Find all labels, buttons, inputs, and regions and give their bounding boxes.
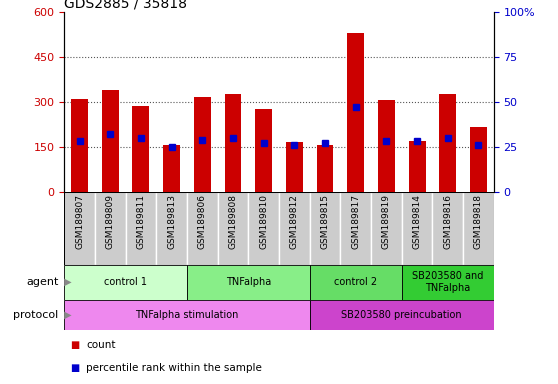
Bar: [316, 146, 334, 192]
Bar: [163, 146, 180, 192]
Bar: [255, 109, 272, 192]
Text: control 1: control 1: [104, 277, 147, 287]
Bar: [132, 106, 150, 192]
Text: GSM189808: GSM189808: [228, 194, 238, 249]
Text: ▶: ▶: [61, 277, 72, 287]
Text: count: count: [86, 340, 116, 350]
Bar: [378, 100, 395, 192]
Bar: [64, 192, 95, 265]
Text: GDS2885 / 35818: GDS2885 / 35818: [64, 0, 187, 10]
Text: GSM189806: GSM189806: [198, 194, 207, 249]
Bar: [64, 265, 187, 300]
Bar: [347, 33, 364, 192]
Bar: [286, 142, 303, 192]
Text: GSM189807: GSM189807: [75, 194, 84, 249]
Text: protocol: protocol: [13, 310, 59, 320]
Bar: [432, 192, 463, 265]
Bar: [224, 94, 242, 192]
Text: TNFalpha stimulation: TNFalpha stimulation: [135, 310, 239, 320]
Bar: [408, 141, 426, 192]
Text: GSM189817: GSM189817: [351, 194, 360, 249]
Text: control 2: control 2: [334, 277, 377, 287]
Text: GSM189815: GSM189815: [320, 194, 330, 249]
Bar: [248, 192, 279, 265]
Text: GSM189813: GSM189813: [167, 194, 176, 249]
Text: GSM189818: GSM189818: [474, 194, 483, 249]
Text: SB203580 and
TNFalpha: SB203580 and TNFalpha: [412, 271, 483, 293]
Bar: [102, 90, 119, 192]
Text: SB203580 preincubation: SB203580 preincubation: [341, 310, 462, 320]
Bar: [310, 192, 340, 265]
Text: GSM189819: GSM189819: [382, 194, 391, 249]
Bar: [95, 192, 126, 265]
Bar: [340, 192, 371, 265]
Bar: [187, 265, 310, 300]
Bar: [402, 265, 494, 300]
Text: ▶: ▶: [61, 310, 72, 320]
Text: GSM189809: GSM189809: [105, 194, 115, 249]
Text: ■: ■: [70, 340, 79, 350]
Bar: [156, 192, 187, 265]
Bar: [371, 192, 402, 265]
Bar: [126, 192, 156, 265]
Bar: [279, 192, 310, 265]
Bar: [310, 265, 402, 300]
Bar: [194, 97, 211, 192]
Text: agent: agent: [26, 277, 59, 287]
Text: TNFalpha: TNFalpha: [225, 277, 271, 287]
Text: GSM189812: GSM189812: [290, 194, 299, 249]
Text: GSM189816: GSM189816: [443, 194, 453, 249]
Bar: [310, 300, 494, 330]
Text: ■: ■: [70, 362, 79, 373]
Bar: [64, 300, 310, 330]
Text: GSM189811: GSM189811: [136, 194, 146, 249]
Text: percentile rank within the sample: percentile rank within the sample: [86, 362, 262, 373]
Bar: [71, 99, 88, 192]
Text: GSM189810: GSM189810: [259, 194, 268, 249]
Text: GSM189814: GSM189814: [412, 194, 422, 249]
Bar: [187, 192, 218, 265]
Bar: [218, 192, 248, 265]
Bar: [463, 192, 494, 265]
Bar: [439, 94, 456, 192]
Bar: [470, 127, 487, 192]
Bar: [402, 192, 432, 265]
